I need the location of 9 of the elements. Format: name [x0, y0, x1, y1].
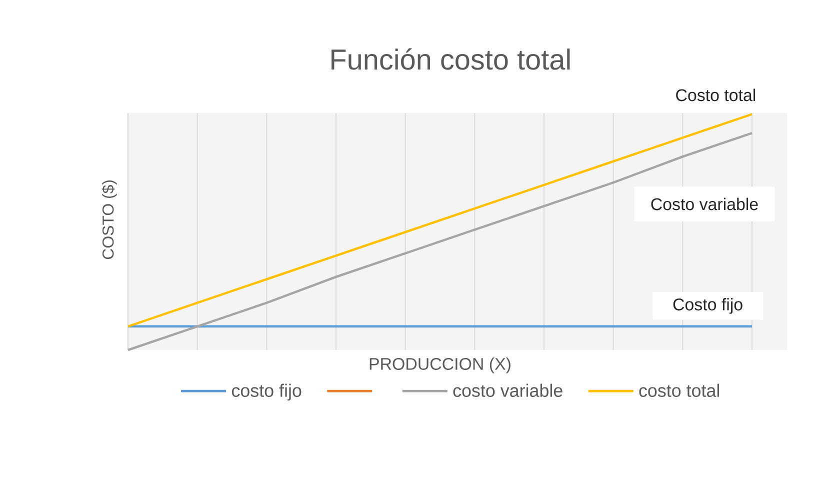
legend-label: costo variable [453, 384, 562, 397]
x-axis-title: PRODUCCION (X) [370, 358, 510, 374]
legend-label: costo total [639, 384, 719, 397]
annotation: Costo variable [651, 198, 758, 210]
text: Costo total [676, 88, 756, 102]
y-axis-title: COSTO ($) [102, 180, 117, 259]
annotation: Costo fijo [673, 298, 742, 314]
legend-label: costo fijo [232, 384, 302, 401]
chart-title: Función costo total [332, 48, 570, 70]
